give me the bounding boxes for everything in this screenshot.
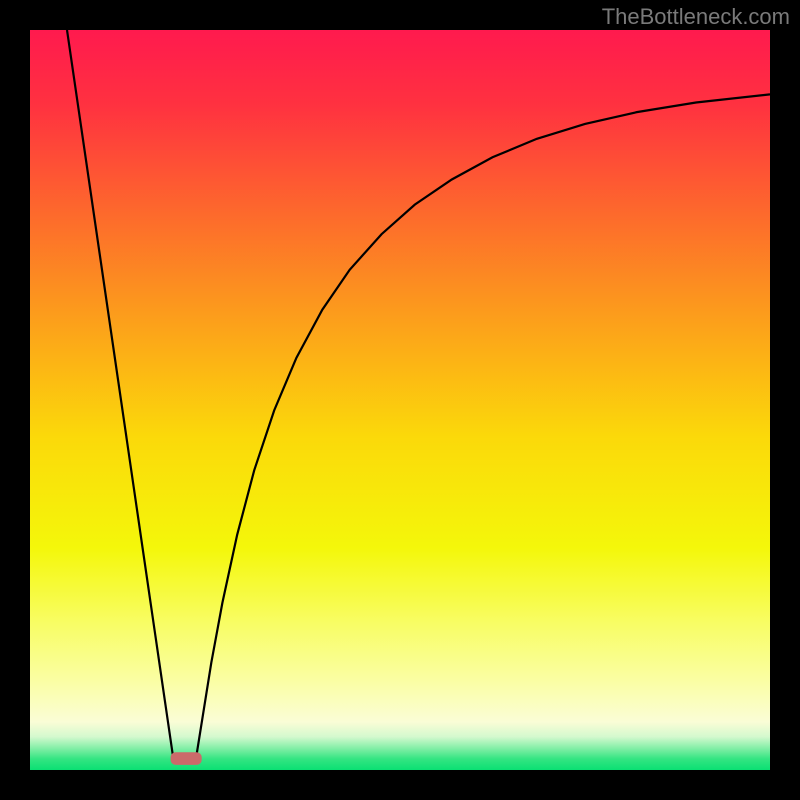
watermark-text: TheBottleneck.com	[602, 4, 790, 30]
bottom-pill-marker	[171, 752, 202, 765]
chart-svg	[30, 30, 770, 770]
root-container: TheBottleneck.com	[0, 0, 800, 800]
chart-background	[30, 30, 770, 770]
plot-area	[30, 30, 770, 770]
